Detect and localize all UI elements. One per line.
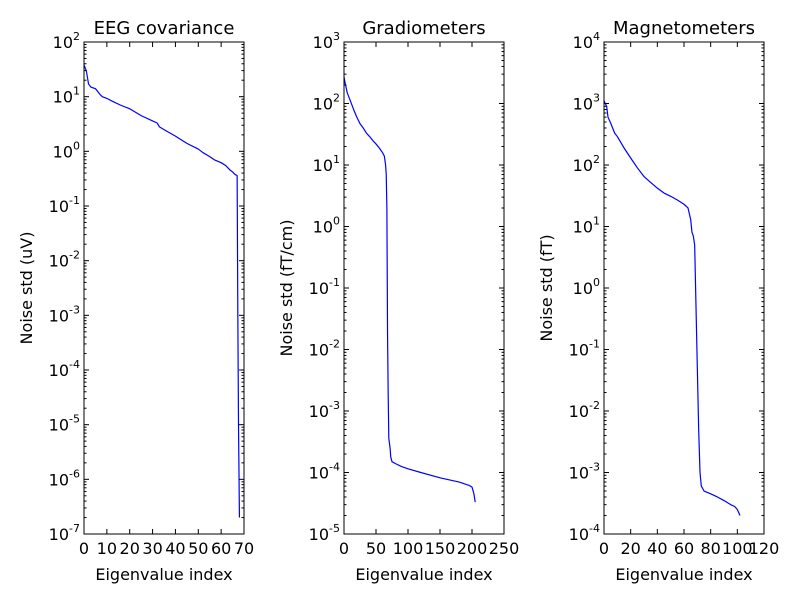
y-tick-label: 10-2 bbox=[49, 249, 80, 271]
chart-title: Gradiometers bbox=[362, 18, 485, 39]
y-tick-label: 100 bbox=[313, 215, 340, 237]
series-line bbox=[83, 64, 241, 518]
y-axis-label: Noise std (fT) bbox=[537, 234, 556, 341]
plot-frame bbox=[343, 41, 505, 535]
y-tick-label: 10-5 bbox=[309, 522, 340, 544]
y-tick-label: 102 bbox=[573, 153, 600, 175]
x-tick-label: 200 bbox=[457, 539, 488, 558]
y-tick-label: 100 bbox=[53, 139, 80, 161]
series-line bbox=[343, 76, 476, 503]
y-tick-label: 101 bbox=[573, 215, 600, 237]
y-tick-label: 101 bbox=[53, 85, 80, 107]
series-line bbox=[603, 100, 741, 516]
y-tick-label: 10-6 bbox=[49, 467, 80, 489]
y-tick-label: 102 bbox=[313, 92, 340, 114]
y-tick-label: 10-4 bbox=[309, 461, 340, 483]
y-tick-label: 10-3 bbox=[49, 303, 80, 325]
x-tick-label: 80 bbox=[700, 539, 720, 558]
x-tick-label: 40 bbox=[165, 539, 185, 558]
x-tick-label: 120 bbox=[749, 539, 780, 558]
x-axis-label: Eigenvalue index bbox=[615, 565, 752, 584]
y-tick-label: 10-1 bbox=[309, 276, 340, 298]
y-tick-label: 10-3 bbox=[309, 399, 340, 421]
x-tick-label: 60 bbox=[211, 539, 231, 558]
x-axis-label: Eigenvalue index bbox=[95, 565, 232, 584]
x-tick-label: 70 bbox=[234, 539, 254, 558]
chart-title: Magnetometers bbox=[613, 18, 755, 39]
y-tick-label: 10-2 bbox=[309, 338, 340, 360]
y-tick-label: 103 bbox=[313, 30, 340, 52]
x-tick-label: 40 bbox=[647, 539, 667, 558]
x-tick-label: 10 bbox=[97, 539, 117, 558]
y-axis-label: Noise std (uV) bbox=[17, 232, 36, 345]
y-tick-label: 104 bbox=[573, 30, 600, 52]
x-tick-label: 150 bbox=[425, 539, 456, 558]
x-tick-label: 50 bbox=[188, 539, 208, 558]
plot-frame bbox=[83, 41, 245, 535]
y-tick-label: 10-3 bbox=[569, 461, 600, 483]
x-tick-label: 20 bbox=[120, 539, 140, 558]
y-tick-label: 103 bbox=[573, 92, 600, 114]
x-axis-label: Eigenvalue index bbox=[355, 565, 492, 584]
y-tick-label: 100 bbox=[573, 276, 600, 298]
y-tick-label: 10-4 bbox=[49, 358, 80, 380]
y-tick-label: 10-4 bbox=[569, 522, 600, 544]
y-tick-label: 10-1 bbox=[569, 338, 600, 360]
y-tick-label: 101 bbox=[313, 153, 340, 175]
x-tick-label: 0 bbox=[79, 539, 89, 558]
y-tick-label: 10-1 bbox=[49, 194, 80, 216]
x-tick-label: 0 bbox=[599, 539, 609, 558]
chart-panel-1: EEG covariance 0 10 20 30 40 50 60 70 10-7 10-6 10-… bbox=[17, 18, 254, 584]
plot-frame bbox=[603, 41, 765, 535]
y-tick-label: 10-2 bbox=[569, 399, 600, 421]
x-tick-label: 100 bbox=[722, 539, 753, 558]
y-axis-label: Noise std (fT/cm) bbox=[277, 220, 296, 357]
x-tick-label: 20 bbox=[620, 539, 640, 558]
y-tick-label: 10-5 bbox=[49, 413, 80, 435]
y-tick-label: 10-7 bbox=[49, 522, 80, 544]
x-tick-label: 100 bbox=[393, 539, 424, 558]
y-tick-label: 102 bbox=[53, 30, 80, 52]
x-tick-label: 50 bbox=[366, 539, 386, 558]
x-tick-label: 60 bbox=[674, 539, 694, 558]
x-tick-label: 30 bbox=[142, 539, 162, 558]
x-tick-label: 250 bbox=[489, 539, 520, 558]
x-tick-label: 0 bbox=[339, 539, 349, 558]
chart-title: EEG covariance bbox=[94, 18, 235, 39]
